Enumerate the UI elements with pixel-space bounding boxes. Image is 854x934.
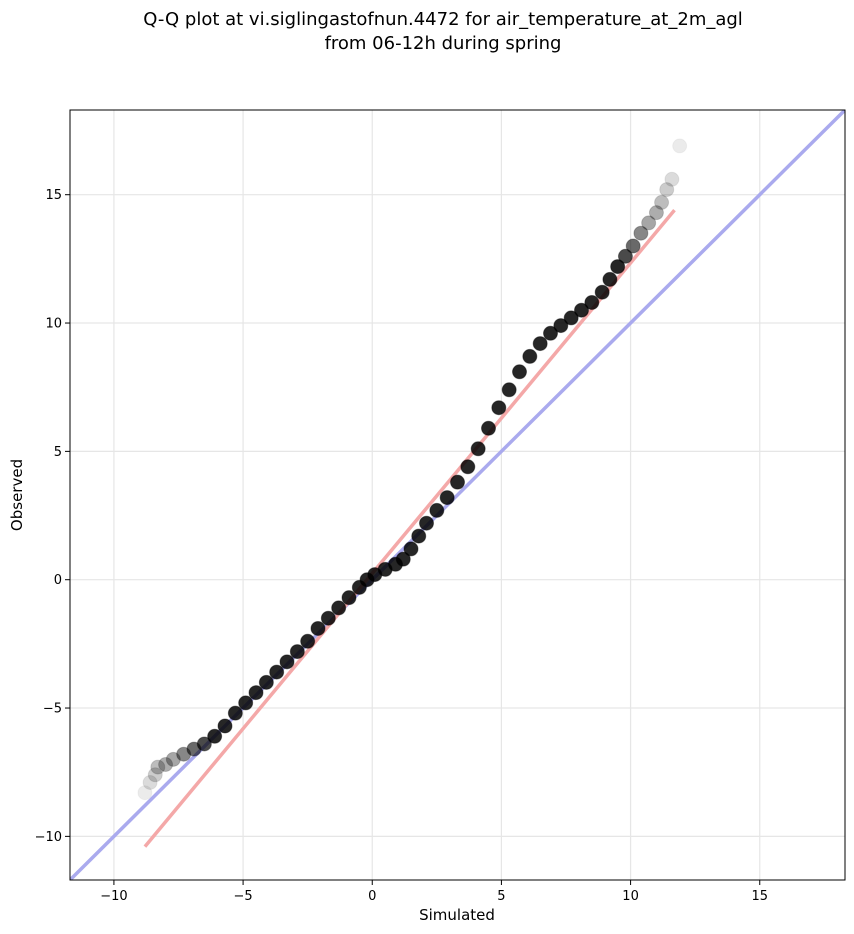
data-point bbox=[320, 610, 336, 626]
data-point bbox=[150, 759, 166, 775]
grid bbox=[70, 110, 845, 880]
y-tick-label: 10 bbox=[45, 317, 62, 332]
data-point bbox=[625, 238, 641, 254]
data-point bbox=[331, 600, 347, 616]
data-point bbox=[289, 644, 305, 660]
y-tick-label: −5 bbox=[43, 702, 62, 717]
data-point bbox=[501, 382, 517, 398]
data-point bbox=[341, 590, 357, 606]
data-point bbox=[522, 348, 538, 364]
data-point bbox=[196, 736, 212, 752]
data-point bbox=[269, 664, 285, 680]
data-point bbox=[654, 194, 670, 210]
data-point bbox=[158, 757, 174, 772]
data-point bbox=[147, 767, 163, 783]
data-point bbox=[648, 205, 664, 221]
data-point bbox=[460, 459, 476, 475]
data-point bbox=[617, 248, 633, 264]
data-point bbox=[584, 295, 600, 310]
data-point bbox=[470, 441, 486, 457]
data-point bbox=[450, 474, 465, 490]
data-point bbox=[574, 302, 589, 318]
x-tick-label: 5 bbox=[497, 889, 505, 904]
data-point bbox=[403, 541, 419, 557]
data-point bbox=[142, 774, 158, 790]
y-axis-label: Observed bbox=[8, 459, 26, 531]
data-point bbox=[553, 318, 569, 334]
data-point bbox=[439, 490, 455, 506]
data-point bbox=[594, 284, 610, 300]
x-tick-label: 10 bbox=[622, 889, 639, 904]
reference-lines bbox=[70, 110, 845, 880]
data-point bbox=[491, 400, 507, 416]
data-point bbox=[543, 325, 558, 341]
data-point bbox=[227, 705, 243, 721]
x-tick-label: 15 bbox=[751, 889, 768, 904]
data-point bbox=[137, 785, 153, 801]
data-point bbox=[512, 364, 527, 380]
data-point bbox=[248, 685, 264, 701]
data-points bbox=[137, 138, 688, 801]
y-tick-label: 15 bbox=[45, 188, 62, 203]
chart-title-line-1: Q-Q plot at vi.siglingastofnun.4472 for … bbox=[143, 9, 743, 30]
data-point bbox=[563, 310, 579, 326]
y-tick-label: 5 bbox=[54, 445, 62, 460]
y-tick-label: 0 bbox=[54, 573, 62, 588]
data-point bbox=[300, 633, 316, 649]
data-point bbox=[672, 138, 688, 154]
data-point bbox=[532, 336, 548, 352]
data-point bbox=[279, 654, 295, 670]
y-axis-ticks: −10 −5 0 5 10 15 bbox=[35, 188, 70, 845]
data-point bbox=[238, 695, 254, 711]
x-tick-label: −5 bbox=[233, 889, 252, 904]
data-point bbox=[207, 728, 223, 744]
data-point bbox=[641, 215, 657, 231]
fit-line bbox=[143, 208, 676, 848]
data-point bbox=[610, 259, 626, 275]
data-point bbox=[481, 420, 496, 436]
data-point bbox=[633, 225, 649, 241]
data-point bbox=[419, 515, 434, 531]
data-point bbox=[664, 171, 680, 187]
data-point bbox=[165, 751, 181, 767]
data-point bbox=[217, 718, 233, 734]
chart-title: Q-Q plot at vi.siglingastofnun.4472 for … bbox=[0, 8, 854, 56]
x-tick-label: 0 bbox=[368, 889, 376, 904]
data-point bbox=[310, 620, 326, 636]
x-axis-ticks: −10 −5 0 5 10 15 bbox=[100, 880, 768, 904]
data-point bbox=[429, 502, 445, 518]
y-tick-label: −10 bbox=[35, 830, 62, 845]
data-point bbox=[659, 182, 675, 198]
x-axis-label: Simulated bbox=[419, 906, 495, 924]
identity-line bbox=[70, 110, 845, 880]
data-point bbox=[411, 528, 427, 544]
x-tick-label: −10 bbox=[100, 889, 127, 904]
data-point bbox=[395, 551, 411, 567]
data-point bbox=[258, 674, 274, 690]
chart-title-line-2: from 06-12h during spring bbox=[324, 33, 562, 54]
data-point bbox=[602, 271, 618, 287]
plot-frame bbox=[69, 109, 846, 881]
